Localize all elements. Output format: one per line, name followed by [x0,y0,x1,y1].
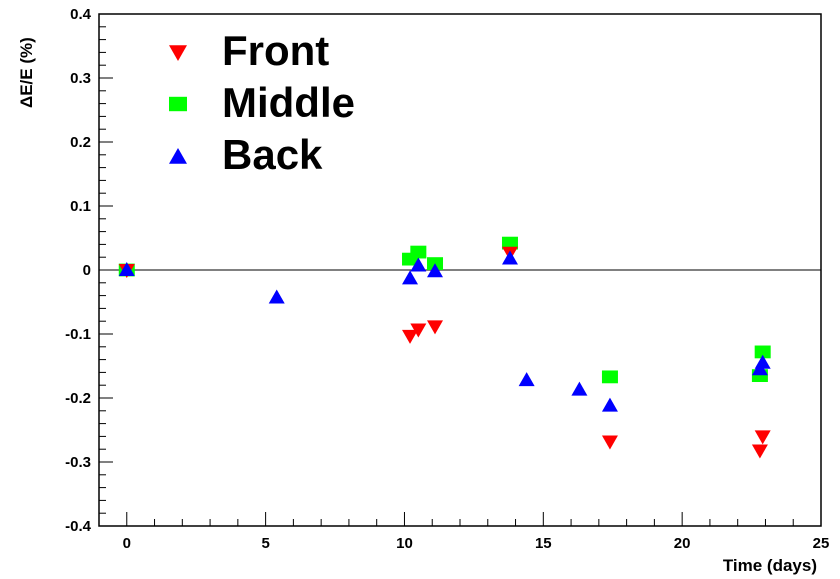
data-point-back [754,354,771,369]
y-tick-label: 0.2 [70,134,91,151]
data-point-back [268,289,285,304]
data-point-back [571,381,588,396]
data-point-front [754,430,771,445]
series-middle [118,236,771,384]
legend-marker-back [169,148,187,164]
data-point-front [410,323,427,338]
series-back [118,250,771,412]
data-point-middle [601,370,618,384]
legend-item-front: Front [169,27,329,74]
axes: -0.4 -0.3 -0.2 -0.1 0 0.1 0.2 0.3 0.4 0 5 10 15 20 25 [65,6,829,552]
y-axis-title: ΔE/E (%) [17,37,36,108]
x-tick-label: 25 [813,535,830,552]
y-tick-label: 0.3 [70,70,91,87]
series-front [118,246,771,459]
x-tick-label: 5 [261,535,269,552]
y-tick-label: -0.4 [65,518,92,535]
data-point-middle [410,245,427,259]
legend-label-front: Front [222,27,329,74]
y-tick-label: -0.2 [65,390,91,407]
data-point-front [427,320,444,335]
data-point-back [601,397,618,412]
data-point-back [118,262,135,276]
legend: Front Middle Back [169,27,355,178]
legend-item-back: Back [169,131,323,178]
data-point-back [518,372,535,387]
data-point-back [427,263,444,278]
y-tick-label: 0.1 [70,198,91,215]
y-tick-label: 0 [83,262,91,279]
y-tick-label: -0.1 [65,326,91,343]
y-tick-label: -0.3 [65,454,91,471]
x-tick-label: 15 [535,535,552,552]
x-tick-label: 10 [396,535,413,552]
x-tick-label: 20 [674,535,691,552]
y-tick-label: 0.4 [70,6,92,23]
data-point-back [410,257,427,272]
data-point-middle [501,236,518,250]
legend-marker-front [169,45,187,61]
data-marks [118,236,771,459]
legend-item-middle: Middle [169,79,355,126]
data-point-front [601,435,618,450]
x-axis-title: Time (days) [723,556,817,575]
x-tick-label: 0 [123,535,131,552]
legend-marker-middle [169,96,187,112]
data-point-middle [754,345,771,359]
data-point-back [501,250,518,265]
legend-label-back: Back [222,131,323,178]
data-point-front [751,444,768,459]
legend-label-middle: Middle [222,79,355,126]
data-point-back [402,270,419,285]
data-point-front [402,329,419,344]
